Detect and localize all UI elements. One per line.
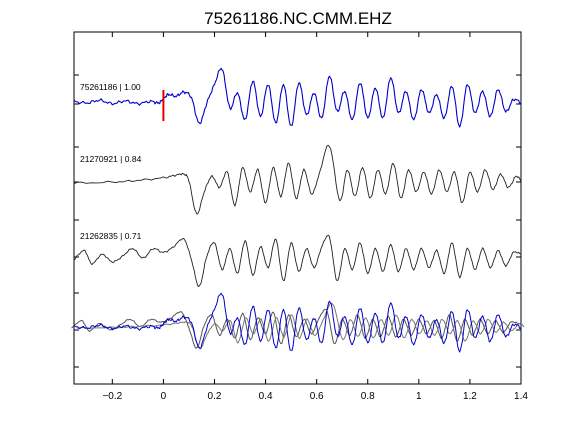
trace-label-1: 21270921 | 0.84 xyxy=(80,154,142,164)
x-tick-label: 0.8 xyxy=(361,391,375,402)
traces xyxy=(71,67,525,353)
overlay-trace-0 xyxy=(73,292,522,353)
x-tick-label: 1.2 xyxy=(463,391,477,402)
trace-1 xyxy=(73,144,522,215)
trace-labels: 75261186 | 1.00 21270921 | 0.84 21262835 |… xyxy=(80,82,142,241)
overlay-trace-1 xyxy=(76,302,525,349)
axis-ticks: −0.2 0 0.2 0.4 0.6 0.8 1 1.2 1.4 xyxy=(74,32,528,402)
trace-0 xyxy=(73,67,522,128)
x-tick-label: 1.4 xyxy=(514,391,528,402)
x-tick-label: 0.4 xyxy=(259,391,273,402)
trace-label-0: 75261186 | 1.00 xyxy=(80,82,141,92)
x-tick-label: −0.2 xyxy=(102,391,122,402)
x-tick-label: 0.2 xyxy=(208,391,222,402)
x-tick-label: 0 xyxy=(161,391,167,402)
chart-title: 75261186.NC.CMM.EHZ xyxy=(204,9,392,28)
overlay-trace-2 xyxy=(71,308,519,349)
trace-label-2: 21262835 | 0.71 xyxy=(80,231,142,241)
plot-frame xyxy=(73,31,522,385)
x-tick-label: 1 xyxy=(416,391,422,402)
x-tick-label: 0.6 xyxy=(310,391,324,402)
trace-2 xyxy=(73,234,522,288)
